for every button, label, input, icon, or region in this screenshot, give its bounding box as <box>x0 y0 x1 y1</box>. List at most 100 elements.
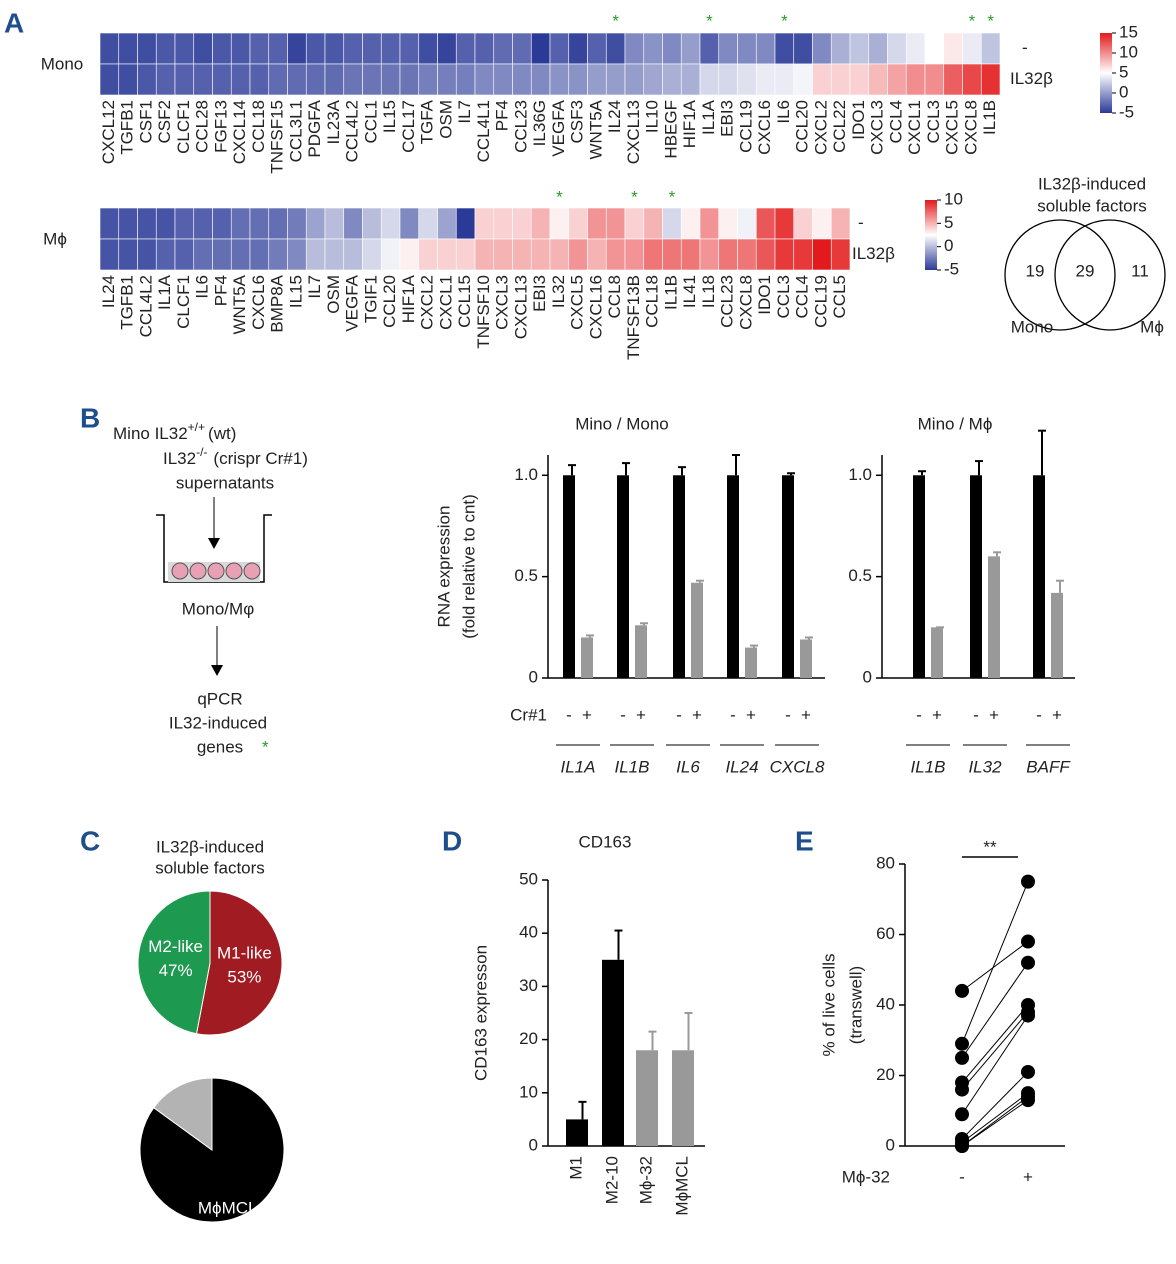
colorbar-label: -5 <box>944 259 959 278</box>
pie-slice <box>195 890 283 1036</box>
dot <box>955 1036 969 1051</box>
schematic-text: IL32-/- (crispr Cr#1) <box>163 445 308 468</box>
heatmap-cell <box>493 207 513 240</box>
chart-title: soluble factors <box>155 858 265 877</box>
heatmap-cell <box>249 207 270 240</box>
x-tick-label: IL10 <box>643 100 662 133</box>
x-axis-label: Cr#1 <box>510 705 547 724</box>
schematic-text: genes <box>197 737 243 756</box>
colorbar-label: 0 <box>1119 82 1128 101</box>
heatmap-cell <box>568 63 588 96</box>
bar <box>727 475 739 678</box>
heatmap-cell <box>455 63 476 96</box>
y-tick-label: 1.0 <box>514 465 538 484</box>
y-tick-label: 0 <box>529 667 538 686</box>
bar <box>636 1050 658 1146</box>
heatmap-cell <box>305 238 326 271</box>
bar <box>672 1050 694 1146</box>
x-tick-label: IL7 <box>305 275 324 299</box>
pair-line <box>961 1092 1029 1143</box>
heatmap-cell <box>399 238 420 271</box>
heatmap-cell <box>774 238 795 271</box>
heatmap-cell <box>549 63 570 96</box>
x-tick-label: CCL20 <box>380 275 399 328</box>
schematic-text: qPCR <box>197 689 242 708</box>
x-tick-label: CSF3 <box>568 100 587 143</box>
x-tick-label: PF4 <box>211 275 230 306</box>
bar <box>800 639 812 678</box>
annotation: * <box>556 187 563 206</box>
colorbar-label: 10 <box>944 189 963 208</box>
x-tick-label: IL1A <box>561 757 596 776</box>
slice-label: M1-like <box>217 944 272 963</box>
heatmap-cell <box>924 32 945 65</box>
x-tick-label: CXCL14 <box>230 100 249 164</box>
x-tick-label: IL32 <box>549 275 568 308</box>
heatmap-cell <box>212 32 232 65</box>
heatmap-cell <box>924 63 945 96</box>
y-tick-label: 60 <box>876 924 895 943</box>
heatmap-cell <box>755 238 776 271</box>
heatmap-cell <box>980 63 1001 96</box>
x-tick-label: IL24 <box>725 757 758 776</box>
row-label: - <box>1022 38 1028 57</box>
x-tick-label: CCL3 <box>774 275 793 318</box>
dot <box>1021 934 1035 949</box>
heatmap-cell <box>474 207 495 240</box>
x-tick-label: IL1A <box>155 274 174 310</box>
x-tick-label: CXCL6 <box>249 275 268 330</box>
heatmap-cell <box>437 32 457 65</box>
heatmap-cell <box>549 207 570 240</box>
pie-slice <box>153 1077 213 1151</box>
heatmap-cell <box>812 207 832 240</box>
heatmap-cell <box>774 207 795 240</box>
row-label: - <box>858 213 864 232</box>
heatmap-cell <box>980 32 1001 65</box>
dot <box>1021 1064 1035 1079</box>
x-tick-label: TNFSF13B <box>624 275 643 360</box>
x-tick-label: CXCL13 <box>624 100 643 164</box>
heatmap-cell <box>137 238 157 271</box>
x-tick-label: TGFB1 <box>118 100 137 155</box>
colorbar-label: 5 <box>944 213 953 232</box>
y-tick-label: 0 <box>886 1135 895 1154</box>
heatmap-cell <box>662 207 682 240</box>
x-tick-label: IL6 <box>676 757 700 776</box>
heatmap-cell <box>212 63 232 96</box>
heatmap-cell <box>137 63 157 96</box>
heatmap-cell <box>437 207 457 240</box>
slice-label: M2-like <box>148 937 203 956</box>
heatmap-cell <box>568 207 588 240</box>
series-label: - <box>973 705 979 724</box>
pair-line <box>961 1015 1029 1115</box>
x-tick-label: CCL19 <box>736 100 755 153</box>
colorbar-label: 15 <box>1119 22 1138 41</box>
heatmap-cell <box>343 238 363 271</box>
x-tick-label: HBEGF <box>661 100 680 159</box>
heatmap-cell <box>362 238 382 271</box>
heatmap-cell <box>380 32 401 65</box>
heatmap-cell <box>699 238 720 271</box>
dot <box>1021 955 1035 970</box>
colorbar-label: -5 <box>1119 102 1134 121</box>
heatmap-cell <box>643 238 663 271</box>
x-tick-label: CCL4 <box>886 100 905 143</box>
series-label: - <box>730 705 736 724</box>
y-tick-label: 1.0 <box>848 465 872 484</box>
pair-line <box>961 1071 1029 1140</box>
heatmap-cell <box>605 63 626 96</box>
pair-line <box>961 962 1029 1059</box>
y-axis-label: CD163 expresson <box>471 945 490 1081</box>
x-tick-label: CXCL12 <box>99 100 118 164</box>
heatmap-cell <box>680 207 701 240</box>
heatmap-cell <box>137 207 157 240</box>
series-label: - <box>916 705 922 724</box>
heatmap-cell <box>174 63 195 96</box>
chart-title: CD163 <box>579 832 632 851</box>
heatmap-cell <box>99 207 120 240</box>
heatmap-cell <box>905 32 926 65</box>
colorbar-label: 0 <box>944 236 953 255</box>
panel-label: A <box>4 7 24 38</box>
heatmap-cell <box>755 32 776 65</box>
x-tick-label: CCL1 <box>361 100 380 143</box>
